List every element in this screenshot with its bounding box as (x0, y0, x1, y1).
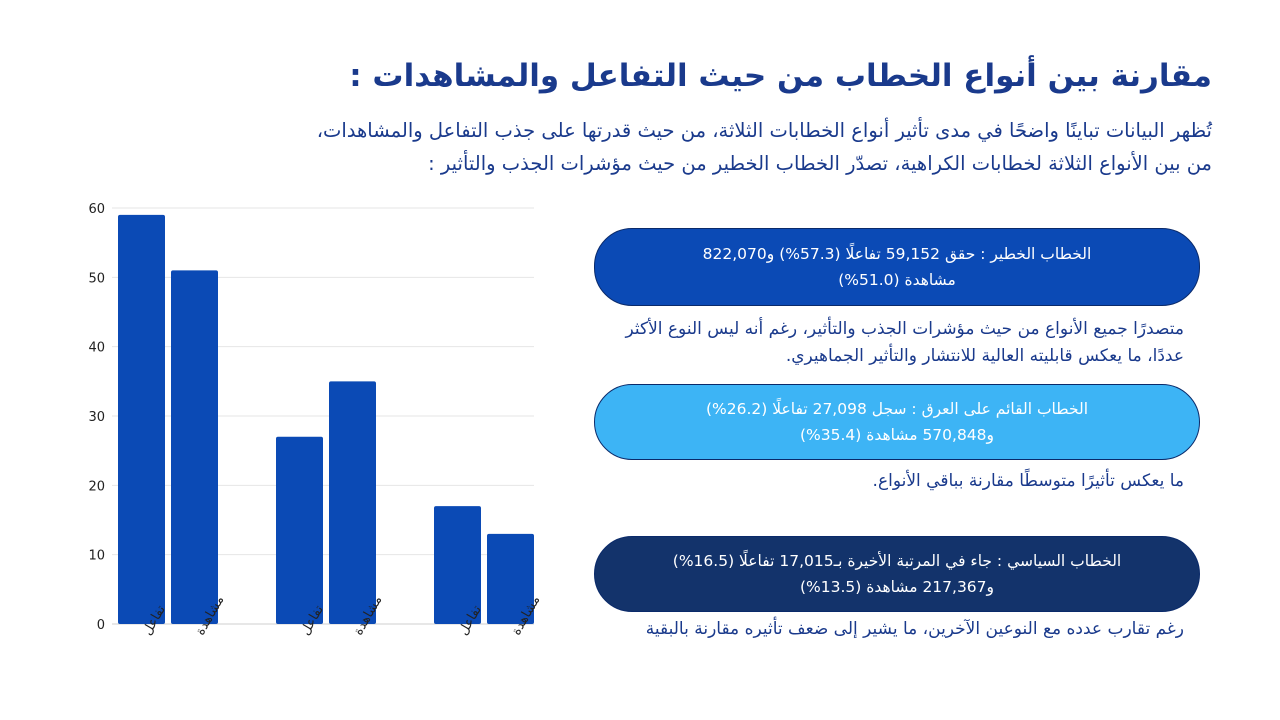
y-tick-label: 10 (88, 549, 105, 564)
card-dangerous-speech-pill: الخطاب الخطير : حقق 59,152 تفاعلًا (57.3… (594, 228, 1200, 306)
card-race-speech-pill: الخطاب القائم على العرق : سجل 27,098 تفا… (594, 384, 1200, 460)
y-tick-label: 30 (88, 410, 105, 425)
bar (487, 533, 534, 624)
card-political-speech-pill: الخطاب السياسي : جاء في المرتبة الأخيرة … (594, 536, 1200, 612)
intro-paragraph: تُظهر البيانات تباينًا واضحًا في مدى تأث… (92, 114, 1212, 180)
bar (434, 506, 481, 624)
y-tick-label: 20 (88, 479, 105, 494)
bar (276, 436, 323, 624)
intro-line-1: تُظهر البيانات تباينًا واضحًا في مدى تأث… (316, 119, 1212, 142)
pill-line: الخطاب القائم على العرق : سجل 27,098 تفا… (706, 400, 1089, 418)
y-tick-label: 50 (88, 271, 105, 286)
card-political-speech-description: رغم تقارب عدده مع النوعين الآخرين، ما يش… (645, 619, 1184, 639)
card-race-speech-description: ما يعكس تأثيرًا متوسطًا مقارنة بباقي الأ… (872, 471, 1184, 491)
page-title: مقارنة بين أنواع الخطاب من حيث التفاعل و… (349, 58, 1212, 94)
bar (118, 214, 165, 624)
pill-line: مشاهدة (51.0%) (838, 271, 956, 289)
bar (171, 270, 218, 624)
pill-line: و570,848 مشاهدة (35.4%) (799, 426, 995, 444)
y-tick-label: 40 (88, 341, 105, 356)
pill-line: الخطاب السياسي : جاء في المرتبة الأخيرة … (672, 552, 1122, 570)
bar (329, 381, 376, 624)
y-tick-label: 0 (97, 618, 105, 633)
card-dangerous-speech-description: متصدرًا جميع الأنواع من حيث مؤشرات الجذب… (625, 319, 1184, 366)
y-tick-label: 60 (88, 202, 105, 217)
pill-line: الخطاب الخطير : حقق 59,152 تفاعلًا (57.3… (702, 245, 1092, 263)
pill-line: و217,367 مشاهدة (13.5%) (799, 578, 995, 596)
intro-line-2: من بين الأنواع الثلاثة لخطابات الكراهية،… (428, 152, 1212, 175)
